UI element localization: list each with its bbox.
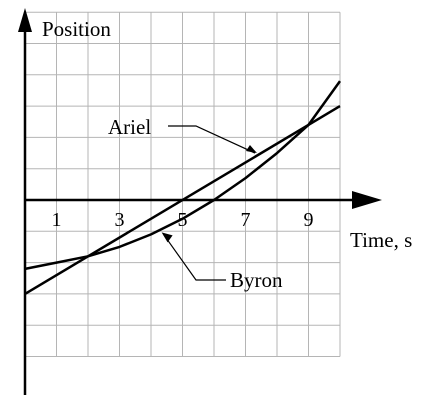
leader-arrow-byron [161, 232, 173, 243]
x-axis-label: Time, s [350, 228, 412, 252]
x-axis-arrow [352, 191, 382, 209]
annotations: Ariel Byron [108, 115, 283, 292]
y-axis-arrow [18, 8, 32, 32]
axes [18, 8, 382, 395]
leader-arrow-ariel [245, 145, 257, 154]
y-axis-label: Position [42, 17, 111, 41]
leader-line-ariel [168, 125, 256, 154]
grid [25, 11, 341, 357]
series-line-byron [24, 80, 342, 271]
series-lines [24, 80, 342, 295]
x-tick-label: 3 [115, 209, 125, 231]
leader-line-byron [163, 234, 226, 281]
series-label-ariel: Ariel [108, 115, 151, 139]
series-label-byron: Byron [230, 268, 283, 292]
x-tick-label: 1 [52, 209, 62, 231]
x-tick-label: 9 [304, 209, 314, 231]
series-line-ariel [24, 105, 341, 295]
x-tick-label: 7 [241, 209, 251, 231]
